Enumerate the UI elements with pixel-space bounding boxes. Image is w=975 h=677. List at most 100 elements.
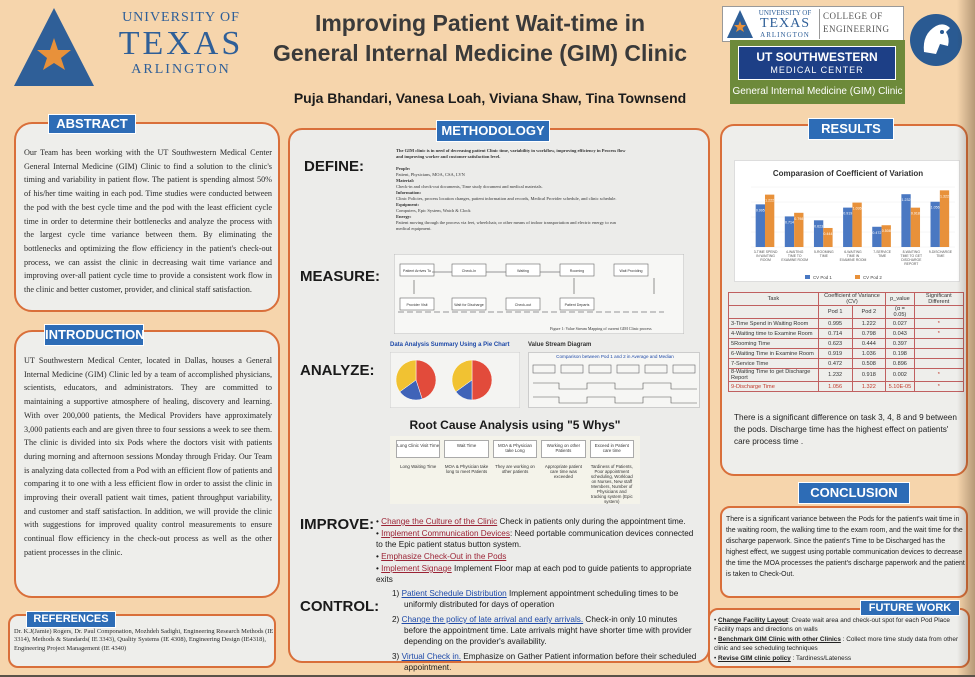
control-list: 1) Patient Schedule Distribution Impleme…: [392, 588, 702, 677]
rca-data-cell: Tardiness of Patients, Poor appointment …: [590, 464, 633, 504]
pie-slice: [415, 359, 437, 400]
results-cell: 8-Waiting Time to get Discharge Report: [728, 368, 819, 382]
future-work-link[interactable]: Change Facility Layout: [718, 617, 788, 624]
results-cell: 0.995: [817, 318, 853, 329]
coe-line3: ARLINGTON: [760, 31, 810, 39]
coe-line2: TEXAS: [759, 16, 811, 31]
vsd-title: Value Stream Diagram: [528, 342, 592, 348]
control-item-link[interactable]: Patient Schedule Distribution: [401, 589, 507, 598]
control-item-text: Emphasize on Gather Patient information …: [404, 652, 697, 672]
introduction-text: UT Southwestern Medical Center, located …: [24, 356, 272, 557]
rca-data-cell: Appropriate patient care time was exceed…: [544, 464, 582, 479]
future-work-text: : Collect more time study data from othe…: [714, 636, 959, 652]
chart-data-label: 0.995: [756, 208, 765, 212]
chart-data-label: 1.322: [940, 194, 949, 198]
chart-bar: [881, 225, 891, 247]
results-cell: 0.896: [885, 358, 915, 369]
improve-item-link[interactable]: Implement Communication Devices: [381, 529, 510, 538]
vsm-box: [399, 263, 435, 277]
results-table-wrap: Task Coefficient of Variance (CV) p_value S…: [728, 292, 965, 392]
chart-data-label: 1.222: [765, 199, 774, 203]
results-table-row: 8-Waiting Time to get Discharge Report 1.…: [728, 368, 965, 382]
control-item-link[interactable]: Virtual Check in.: [401, 652, 462, 661]
improve-item: • Emphasize Check-Out in the Pods: [376, 551, 701, 562]
chart-bar: [823, 227, 833, 247]
results-box: Comparasion of Coefficient of Variation 0…: [720, 124, 968, 476]
chart-data-label: 0.508: [882, 229, 891, 233]
results-cell: 0.027: [885, 318, 915, 329]
pie-chart-title: Data Analysis Summary Using a Pie Chart: [390, 342, 510, 348]
rca-data-cell: MOA & Physician take long to meet Patien…: [444, 464, 489, 474]
results-header-cell: Coefficient of Variance (CV): [817, 292, 887, 306]
future-work-link[interactable]: Benchmark GIM Clinic with other Clinics: [718, 636, 841, 643]
results-table-row: 4-Waiting time to Examine Room 0.714 0.798…: [728, 328, 965, 339]
improve-item-link[interactable]: Emphasize Check-Out in the Pods: [381, 552, 507, 561]
improve-item-link[interactable]: Implement Signage: [381, 564, 452, 573]
coe-logo: UNIVERSITY OF TEXAS ARLINGTON COLLEGE OF…: [722, 6, 904, 42]
abstract-box: Our Team has been working with the UT So…: [14, 122, 280, 312]
vsd-diagram: Comparison between Pod 1 and 2 in Averag…: [528, 352, 700, 408]
chart-bar: [794, 212, 804, 247]
rca-header-cell: Wait Time: [444, 440, 489, 458]
photo-edge-shadow: [957, 0, 975, 675]
control-item-text: Check-in only 10 minutes before the appo…: [404, 615, 692, 646]
chart-data-label: 0.714: [785, 220, 794, 224]
chart-data-label: 0.798: [794, 217, 803, 221]
define-content: The GIM clinic is in need of decreasing …: [396, 148, 626, 232]
vsd-lines: [532, 364, 697, 404]
control-item-number: 2): [392, 615, 402, 624]
uta-logo: UNIVERSITY OF TEXAS ARLINGTON: [14, 8, 244, 88]
improve-item-text: Check in patients only during the appoin…: [497, 517, 686, 526]
vsm-box: [451, 263, 487, 277]
results-cell: 5Rooming Time: [728, 338, 819, 349]
introduction-box: UT Southwestern Medical Center, located …: [14, 330, 280, 598]
swmc-line2: MEDICAL CENTER: [770, 65, 864, 75]
vsm-box: [399, 297, 435, 311]
improve-item-link[interactable]: Change the Culture of the Clinic: [381, 517, 498, 526]
uta-line2: TEXAS: [118, 25, 244, 62]
bullet-icon: •: [714, 617, 719, 624]
authors: Puja Bhandari, Vanesa Loah, Viviana Shaw…: [293, 90, 687, 106]
results-cell: 0.918: [851, 368, 887, 382]
bullet-icon: •: [714, 636, 719, 643]
chart-bar: [813, 220, 824, 247]
chart-data-label: 0.918: [911, 212, 920, 216]
vsm-box-label: Waiting: [517, 269, 529, 273]
rca-data-cell: They are working on other patients: [495, 464, 535, 474]
chart-bar: [901, 194, 911, 247]
legend-swatch: [855, 275, 860, 279]
control-item-link[interactable]: Change the policy of late arrival and ea…: [401, 615, 584, 624]
chart-category-label: 3-TIME SPEND IN WAITING ROOM: [754, 250, 778, 262]
conclusion-text: There is a significant variance between …: [726, 516, 965, 578]
poster-title: Improving Patient Wait-time in General I…: [260, 8, 700, 68]
future-work-text: : Create wait area and check-out spot fo…: [714, 617, 950, 633]
pie-slice: [471, 359, 493, 401]
chart-bar: [930, 201, 940, 247]
define-line: Patient moving through the process via f…: [396, 220, 616, 231]
future-work-link[interactable]: Revise GIM clinic policy: [718, 655, 791, 662]
control-item-text: Implement appointment scheduling times t…: [404, 589, 679, 609]
results-subheader-cell: [728, 305, 819, 319]
results-subheader-cell: Pod 1: [817, 305, 853, 319]
results-cell: 6-Waiting Time in Examine Room: [728, 348, 819, 359]
swmc-badge: UT SOUTHWESTERN MEDICAL CENTER: [738, 46, 896, 80]
rca-header-cell: Exceed in Patient care time: [589, 440, 634, 458]
define-line: Computers, Epic System, Watch & Clock: [396, 208, 471, 213]
coe-star-icon: [727, 10, 753, 38]
bullet-icon: •: [714, 655, 719, 662]
introduction-heading: INTRODUCTION: [44, 324, 145, 346]
chart-data-label: 1.056: [931, 206, 940, 210]
results-cell: 0.043: [885, 328, 915, 339]
future-work-heading: FUTURE WORK: [860, 600, 960, 616]
results-table-row: 6-Waiting Time in Examine Room 0.919 1.036…: [728, 348, 965, 359]
chart-bar: [784, 216, 795, 247]
control-item: 3) Virtual Check in. Emphasize on Gather…: [392, 651, 702, 673]
coe-text: COLLEGE OF ENGINEERING: [823, 10, 903, 36]
future-work-text: : Tardiness/Lateness: [790, 655, 852, 662]
value-stream-map: Patient Arrives To Check-In Waiting Rooming…: [394, 254, 684, 334]
cv-bar-chart: Comparasion of Coefficient of Variation 0…: [751, 169, 955, 280]
improve-item: • Change the Culture of the Clinic Check…: [376, 516, 701, 527]
cv-chart-panel: Comparasion of Coefficient of Variation 0…: [734, 160, 960, 282]
chart-data-label: 0.919: [843, 212, 852, 216]
